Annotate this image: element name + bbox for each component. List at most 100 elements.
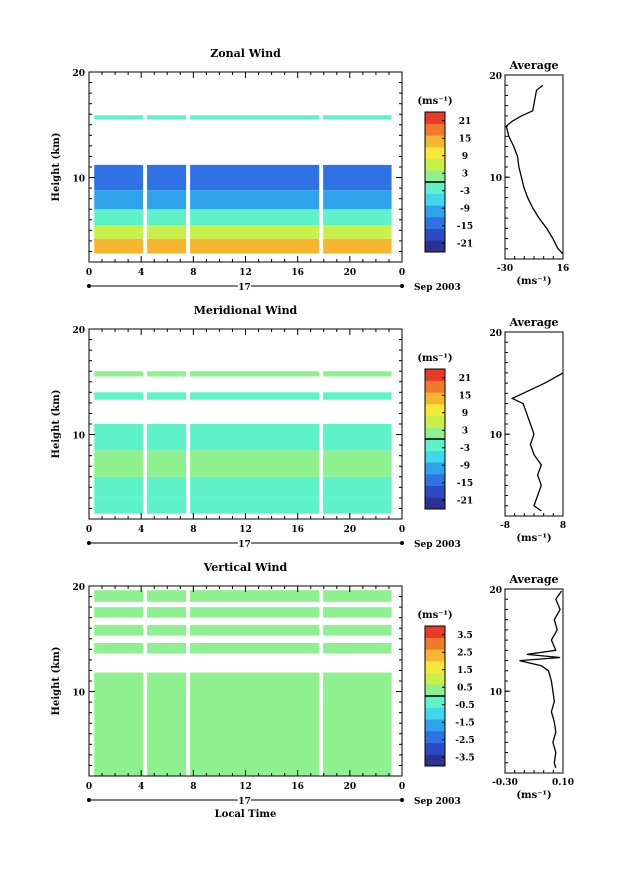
colorbar-tick-label: 0.5	[457, 683, 473, 693]
data-layer-4	[94, 164, 392, 191]
colorbar-tick-label: -21	[457, 239, 473, 249]
colorbar-swatch	[425, 404, 445, 416]
x-tick-label: 8	[190, 268, 196, 278]
colorbar-swatch	[425, 123, 445, 136]
profile-x-tick-label: -8	[500, 521, 510, 531]
x-axis-label: Local Time	[215, 809, 277, 820]
colorbar-swatch	[425, 637, 445, 650]
profile-x-tick-label: -30	[497, 264, 513, 274]
y-tick-label: 20	[72, 326, 85, 336]
colorbar-swatch	[425, 474, 445, 486]
colorbar-swatch	[425, 462, 445, 475]
data-layer-2	[94, 625, 392, 636]
data-layer-1	[94, 476, 392, 498]
profile-x-tick-label: -0.30	[492, 778, 518, 788]
colorbar-swatch	[425, 485, 445, 498]
data-layer-0	[94, 672, 392, 776]
x-tick-label: 16	[291, 782, 304, 792]
profile-y-tick-label: 20	[489, 72, 502, 82]
colorbar-swatch	[425, 193, 445, 206]
profile-y-tick-label: 10	[489, 431, 502, 441]
colorbar-tick-label: 3	[462, 426, 468, 436]
data-gap-0	[143, 329, 148, 519]
average-profile: Average 10 20 -30 16 (ms⁻¹)	[489, 59, 569, 287]
profile-line	[505, 84, 564, 255]
colorbar-swatch	[425, 684, 445, 697]
colorbar-swatch	[425, 672, 445, 685]
colorbar-swatch	[425, 135, 445, 148]
colorbar-swatch	[425, 182, 445, 194]
profile-title: Average	[508, 316, 558, 329]
average-profile: Average 10 20 -0.30 0.10(ms⁻¹)	[489, 573, 573, 801]
colorbar-swatch	[425, 742, 445, 755]
data-gap-1	[186, 72, 191, 262]
colorbar-swatch	[425, 649, 445, 662]
profile-x-label: (ms⁻¹)	[516, 533, 551, 544]
profile-y-tick-label: 20	[489, 586, 502, 596]
y-axis-label: Height (km)	[51, 390, 62, 459]
data-gap-1	[186, 329, 191, 519]
x-tick-label: 8	[190, 525, 196, 535]
date-bar-start	[87, 284, 91, 288]
colorbar-unit: (ms⁻¹)	[417, 96, 452, 107]
colorbar-unit: (ms⁻¹)	[417, 610, 452, 621]
colorbar-swatch	[425, 719, 445, 732]
profile-title: Average	[508, 573, 558, 586]
profile-x-tick-label: 8	[560, 521, 566, 531]
data-gap-0	[143, 586, 148, 776]
date-bar-end	[400, 541, 404, 545]
colorbar-tick-label: -2.5	[455, 736, 474, 746]
panel-2: Meridional Wind 0 4 8 12 16 20 0 10 20 Height (km)…	[51, 304, 566, 552]
colorbar-tick-label: -15	[457, 222, 473, 232]
colorbar-tick-label: 2.5	[457, 648, 473, 658]
colorbar-tick-label: -21	[457, 496, 473, 506]
colorbar-swatch	[425, 158, 445, 171]
y-tick-label: 10	[72, 175, 85, 185]
data-gap-2	[319, 329, 324, 519]
profile-x-label: (ms⁻¹)	[516, 276, 551, 287]
x-tick-label: 12	[239, 268, 252, 278]
date-bar-end	[400, 798, 404, 802]
month-label: Sep 2003	[414, 283, 461, 293]
colorbar-swatch	[425, 415, 445, 428]
x-tick-label: 4	[138, 782, 144, 792]
colorbar-tick-label: 3.5	[457, 631, 473, 641]
data-layer-0	[94, 238, 392, 254]
data-layer-2	[94, 209, 392, 226]
profile-line	[519, 590, 563, 769]
month-label: Sep 2003	[414, 797, 461, 807]
colorbar-swatch	[425, 112, 445, 124]
data-layers	[94, 586, 392, 776]
colorbar-swatch	[425, 228, 445, 241]
x-tick-label: 0	[399, 525, 405, 535]
data-layer-2	[94, 450, 392, 477]
data-layer-0	[94, 497, 392, 514]
colorbar-swatch	[425, 380, 445, 393]
x-tick-label: 4	[138, 525, 144, 535]
panel-1: Zonal Wind 0 4 8 12 16 20 0 10 20 Height (km) 17 Sep…	[51, 47, 569, 295]
data-gap-0	[143, 72, 148, 262]
x-tick-label: 20	[344, 782, 357, 792]
data-layer-1	[94, 643, 392, 654]
colorbar-tick-label: -3	[460, 187, 470, 197]
average-profile: Average 10 20 -8 8 (ms⁻¹)	[489, 316, 566, 544]
colorbar-unit: (ms⁻¹)	[417, 353, 452, 364]
month-label: Sep 2003	[414, 540, 461, 550]
colorbar-tick-label: 15	[459, 391, 472, 401]
x-tick-label: 20	[344, 268, 357, 278]
date-bar-start	[87, 541, 91, 545]
data-gap-1	[186, 586, 191, 776]
colorbar-swatch	[425, 707, 445, 720]
colorbar-swatch	[425, 240, 445, 253]
colorbar-tick-label: 9	[462, 152, 468, 162]
y-axis-label: Height (km)	[51, 133, 62, 202]
colorbar-tick-label: -3.5	[455, 753, 474, 763]
colorbar-swatch	[425, 497, 445, 510]
profile-y-tick-label: 10	[489, 174, 502, 184]
data-layer-1	[94, 225, 392, 239]
colorbar-tick-label: 3	[462, 169, 468, 179]
data-layer-4	[94, 392, 392, 400]
y-tick-label: 10	[72, 432, 85, 442]
colorbar-tick-label: -15	[457, 479, 473, 489]
